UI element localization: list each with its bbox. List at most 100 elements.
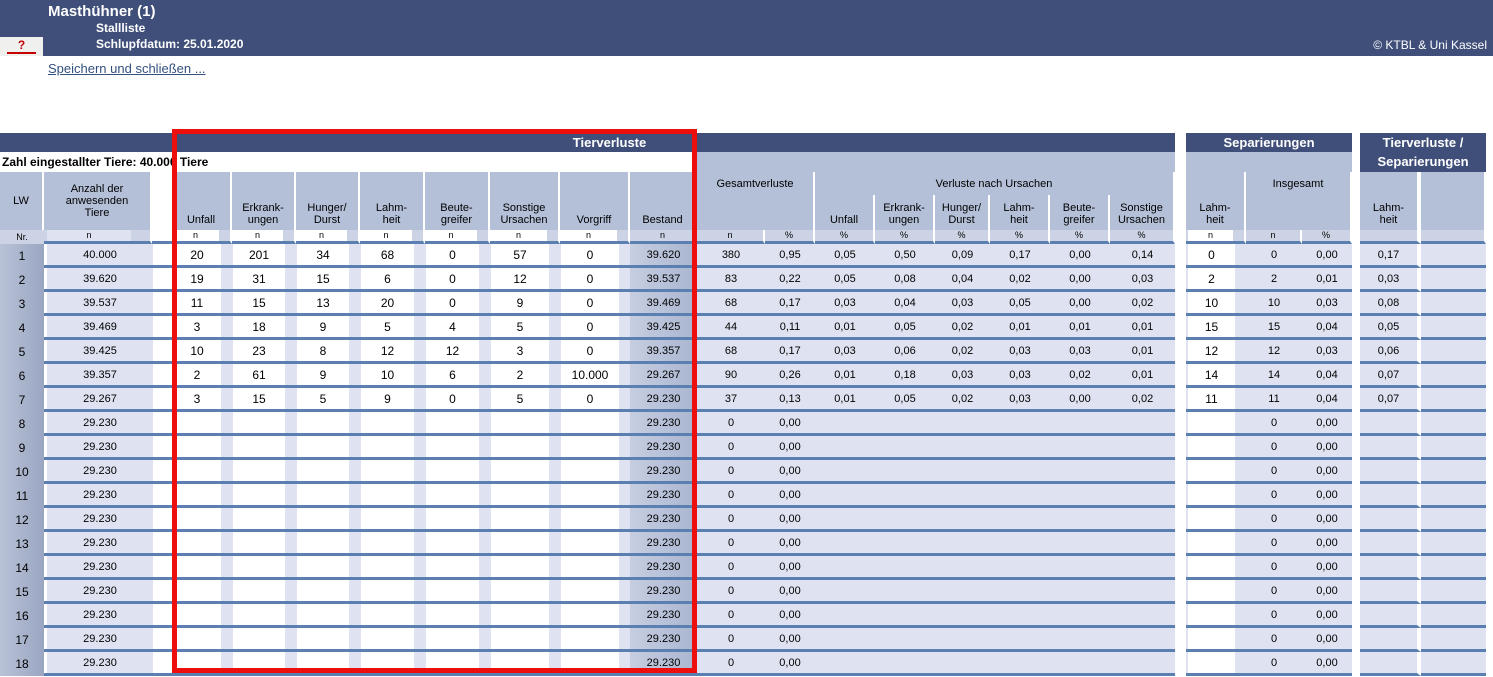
input-erkrankungen-box[interactable] xyxy=(233,532,285,553)
input-hunger-durst-box[interactable]: 15 xyxy=(297,268,349,289)
input-sep-lahmheit-box[interactable] xyxy=(1188,436,1235,457)
input-unfall-box[interactable] xyxy=(173,556,221,577)
input-hunger-durst-box[interactable]: 34 xyxy=(297,244,349,265)
input-beutegreifer-box[interactable]: 6 xyxy=(426,364,479,385)
input-vorgriff-box[interactable]: 0 xyxy=(561,388,619,409)
input-lahmheit-box[interactable]: 12 xyxy=(361,340,414,361)
input-unfall-box[interactable]: 3 xyxy=(173,388,221,409)
input-lahmheit-box[interactable] xyxy=(361,556,414,577)
input-sep-lahmheit-box[interactable]: 14 xyxy=(1188,364,1235,385)
input-erkrankungen-box[interactable] xyxy=(233,484,285,505)
input-sep-lahmheit-box[interactable]: 0 xyxy=(1188,244,1235,265)
input-unfall-box[interactable] xyxy=(173,532,221,553)
input-unfall-box[interactable] xyxy=(173,604,221,625)
input-sonstige-ursachen-box[interactable]: 5 xyxy=(491,388,549,409)
help-button[interactable]: ? xyxy=(0,37,43,56)
input-sonstige-ursachen-box[interactable] xyxy=(491,628,549,649)
input-sep-lahmheit-box[interactable]: 15 xyxy=(1188,316,1235,337)
input-erkrankungen-box[interactable] xyxy=(233,604,285,625)
input-vorgriff-box[interactable] xyxy=(561,460,619,481)
input-vorgriff-box[interactable] xyxy=(561,508,619,529)
input-beutegreifer-box[interactable]: 0 xyxy=(426,244,479,265)
input-vorgriff-box[interactable]: 0 xyxy=(561,292,619,313)
input-beutegreifer-box[interactable] xyxy=(426,556,479,577)
input-sep-lahmheit-box[interactable]: 11 xyxy=(1188,388,1235,409)
input-erkrankungen-box[interactable] xyxy=(233,628,285,649)
input-lahmheit-box[interactable] xyxy=(361,460,414,481)
input-sep-lahmheit-box[interactable] xyxy=(1188,412,1235,433)
input-lahmheit-box[interactable]: 6 xyxy=(361,268,414,289)
input-unfall-box[interactable] xyxy=(173,628,221,649)
input-unfall-box[interactable] xyxy=(173,484,221,505)
input-hunger-durst-box[interactable] xyxy=(297,580,349,601)
input-beutegreifer-box[interactable]: 12 xyxy=(426,340,479,361)
input-erkrankungen-box[interactable]: 201 xyxy=(233,244,285,265)
input-sonstige-ursachen-box[interactable] xyxy=(491,484,549,505)
input-sep-lahmheit-box[interactable] xyxy=(1188,460,1235,481)
input-vorgriff-box[interactable]: 0 xyxy=(561,268,619,289)
input-lahmheit-box[interactable]: 9 xyxy=(361,388,414,409)
input-erkrankungen-box[interactable] xyxy=(233,556,285,577)
input-sep-lahmheit-box[interactable]: 2 xyxy=(1188,268,1235,289)
input-vorgriff-box[interactable] xyxy=(561,436,619,457)
input-vorgriff-box[interactable] xyxy=(561,604,619,625)
input-sonstige-ursachen-box[interactable] xyxy=(491,412,549,433)
input-beutegreifer-box[interactable] xyxy=(426,532,479,553)
input-hunger-durst-box[interactable] xyxy=(297,436,349,457)
input-sonstige-ursachen-box[interactable]: 57 xyxy=(491,244,549,265)
input-hunger-durst-box[interactable]: 8 xyxy=(297,340,349,361)
input-sonstige-ursachen-box[interactable]: 2 xyxy=(491,364,549,385)
input-sep-lahmheit-box[interactable] xyxy=(1188,628,1235,649)
input-beutegreifer-box[interactable] xyxy=(426,628,479,649)
input-beutegreifer-box[interactable] xyxy=(426,652,479,673)
input-unfall-box[interactable] xyxy=(173,652,221,673)
input-unfall-box[interactable] xyxy=(173,436,221,457)
input-hunger-durst-box[interactable] xyxy=(297,484,349,505)
input-unfall-box[interactable]: 10 xyxy=(173,340,221,361)
input-sonstige-ursachen-box[interactable]: 5 xyxy=(491,316,549,337)
input-beutegreifer-box[interactable]: 4 xyxy=(426,316,479,337)
input-hunger-durst-box[interactable] xyxy=(297,460,349,481)
input-vorgriff-box[interactable] xyxy=(561,580,619,601)
input-vorgriff-box[interactable] xyxy=(561,556,619,577)
input-hunger-durst-box[interactable] xyxy=(297,532,349,553)
input-erkrankungen-box[interactable] xyxy=(233,412,285,433)
input-hunger-durst-box[interactable]: 13 xyxy=(297,292,349,313)
input-unfall-box[interactable]: 3 xyxy=(173,316,221,337)
input-sonstige-ursachen-box[interactable] xyxy=(491,532,549,553)
input-unfall-box[interactable] xyxy=(173,580,221,601)
input-erkrankungen-box[interactable]: 15 xyxy=(233,292,285,313)
input-hunger-durst-box[interactable] xyxy=(297,652,349,673)
input-beutegreifer-box[interactable]: 0 xyxy=(426,268,479,289)
input-sonstige-ursachen-box[interactable] xyxy=(491,436,549,457)
input-lahmheit-box[interactable] xyxy=(361,580,414,601)
input-erkrankungen-box[interactable] xyxy=(233,460,285,481)
input-sonstige-ursachen-box[interactable]: 9 xyxy=(491,292,549,313)
input-vorgriff-box[interactable] xyxy=(561,652,619,673)
input-sep-lahmheit-box[interactable] xyxy=(1188,556,1235,577)
input-lahmheit-box[interactable] xyxy=(361,532,414,553)
input-vorgriff-box[interactable]: 0 xyxy=(561,316,619,337)
input-lahmheit-box[interactable] xyxy=(361,652,414,673)
input-vorgriff-box[interactable]: 10.000 xyxy=(561,364,619,385)
input-sonstige-ursachen-box[interactable] xyxy=(491,508,549,529)
input-lahmheit-box[interactable] xyxy=(361,484,414,505)
input-vorgriff-box[interactable]: 0 xyxy=(561,340,619,361)
input-hunger-durst-box[interactable] xyxy=(297,508,349,529)
input-lahmheit-box[interactable] xyxy=(361,604,414,625)
input-hunger-durst-box[interactable]: 9 xyxy=(297,364,349,385)
input-lahmheit-box[interactable] xyxy=(361,628,414,649)
input-sonstige-ursachen-box[interactable] xyxy=(491,556,549,577)
input-vorgriff-box[interactable] xyxy=(561,532,619,553)
input-hunger-durst-box[interactable]: 9 xyxy=(297,316,349,337)
input-erkrankungen-box[interactable] xyxy=(233,652,285,673)
input-erkrankungen-box[interactable] xyxy=(233,508,285,529)
input-beutegreifer-box[interactable] xyxy=(426,508,479,529)
input-unfall-box[interactable] xyxy=(173,412,221,433)
input-sep-lahmheit-box[interactable] xyxy=(1188,604,1235,625)
input-vorgriff-box[interactable] xyxy=(561,412,619,433)
input-lahmheit-box[interactable]: 68 xyxy=(361,244,414,265)
input-sep-lahmheit-box[interactable]: 10 xyxy=(1188,292,1235,313)
input-hunger-durst-box[interactable]: 5 xyxy=(297,388,349,409)
input-sonstige-ursachen-box[interactable] xyxy=(491,580,549,601)
